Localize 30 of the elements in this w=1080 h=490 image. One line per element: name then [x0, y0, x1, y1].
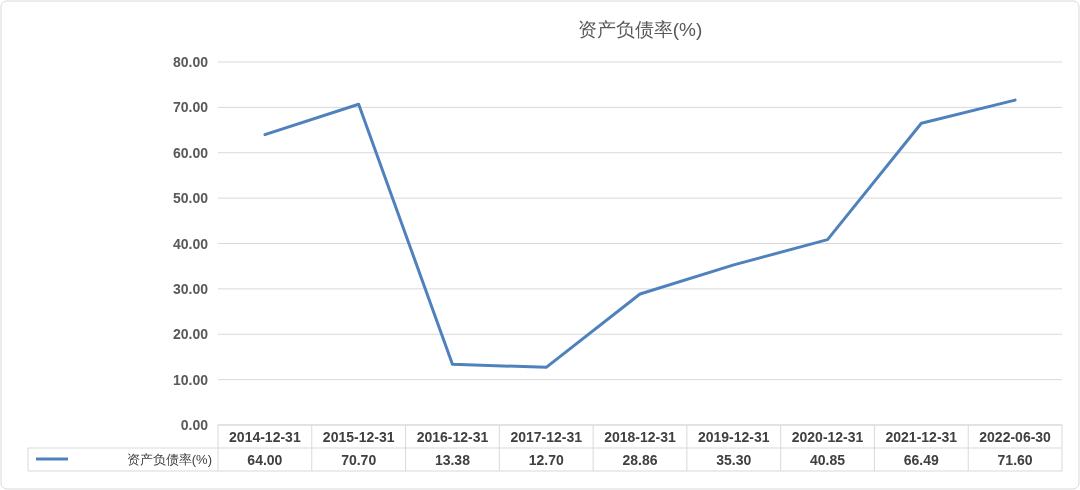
data-label: 66.49 [903, 452, 940, 468]
data-label: 64.00 [247, 452, 283, 468]
data-label: 12.70 [528, 452, 564, 468]
y-tick-label: 0.00 [180, 417, 209, 433]
data-label: 28.86 [622, 452, 658, 468]
data-label: 71.60 [997, 452, 1033, 468]
y-tick-label: 70.00 [172, 99, 209, 116]
x-tick-label: 2020-12-31 [791, 429, 864, 445]
x-tick-label: 2016-12-31 [416, 429, 489, 445]
data-label: 40.85 [810, 452, 846, 468]
x-tick-label: 2022-06-30 [979, 429, 1052, 445]
x-tick-label: 2021-12-31 [885, 429, 958, 445]
y-tick-label: 20.00 [172, 326, 209, 343]
y-tick-label: 80.00 [172, 54, 209, 70]
x-tick-label: 2015-12-31 [322, 429, 395, 445]
data-label: 70.70 [341, 452, 377, 468]
x-tick-label: 2014-12-31 [229, 429, 301, 445]
y-tick-label: 60.00 [172, 144, 209, 161]
x-tick-label: 2018-12-31 [604, 429, 677, 445]
data-label: 35.30 [716, 452, 752, 468]
y-tick-label: 40.00 [172, 235, 209, 252]
line-series [263, 98, 1017, 369]
y-tick-label: 50.00 [172, 190, 209, 207]
chart-title: 资产负债率(%) [577, 19, 703, 40]
x-tick-label: 2017-12-31 [510, 429, 583, 445]
y-tick-label: 10.00 [172, 371, 209, 388]
text: 资产负债率(%) [126, 452, 212, 467]
x-tick-label: 2019-12-31 [697, 429, 770, 445]
data-label: 13.38 [434, 452, 471, 468]
y-tick-label: 30.00 [172, 280, 209, 297]
